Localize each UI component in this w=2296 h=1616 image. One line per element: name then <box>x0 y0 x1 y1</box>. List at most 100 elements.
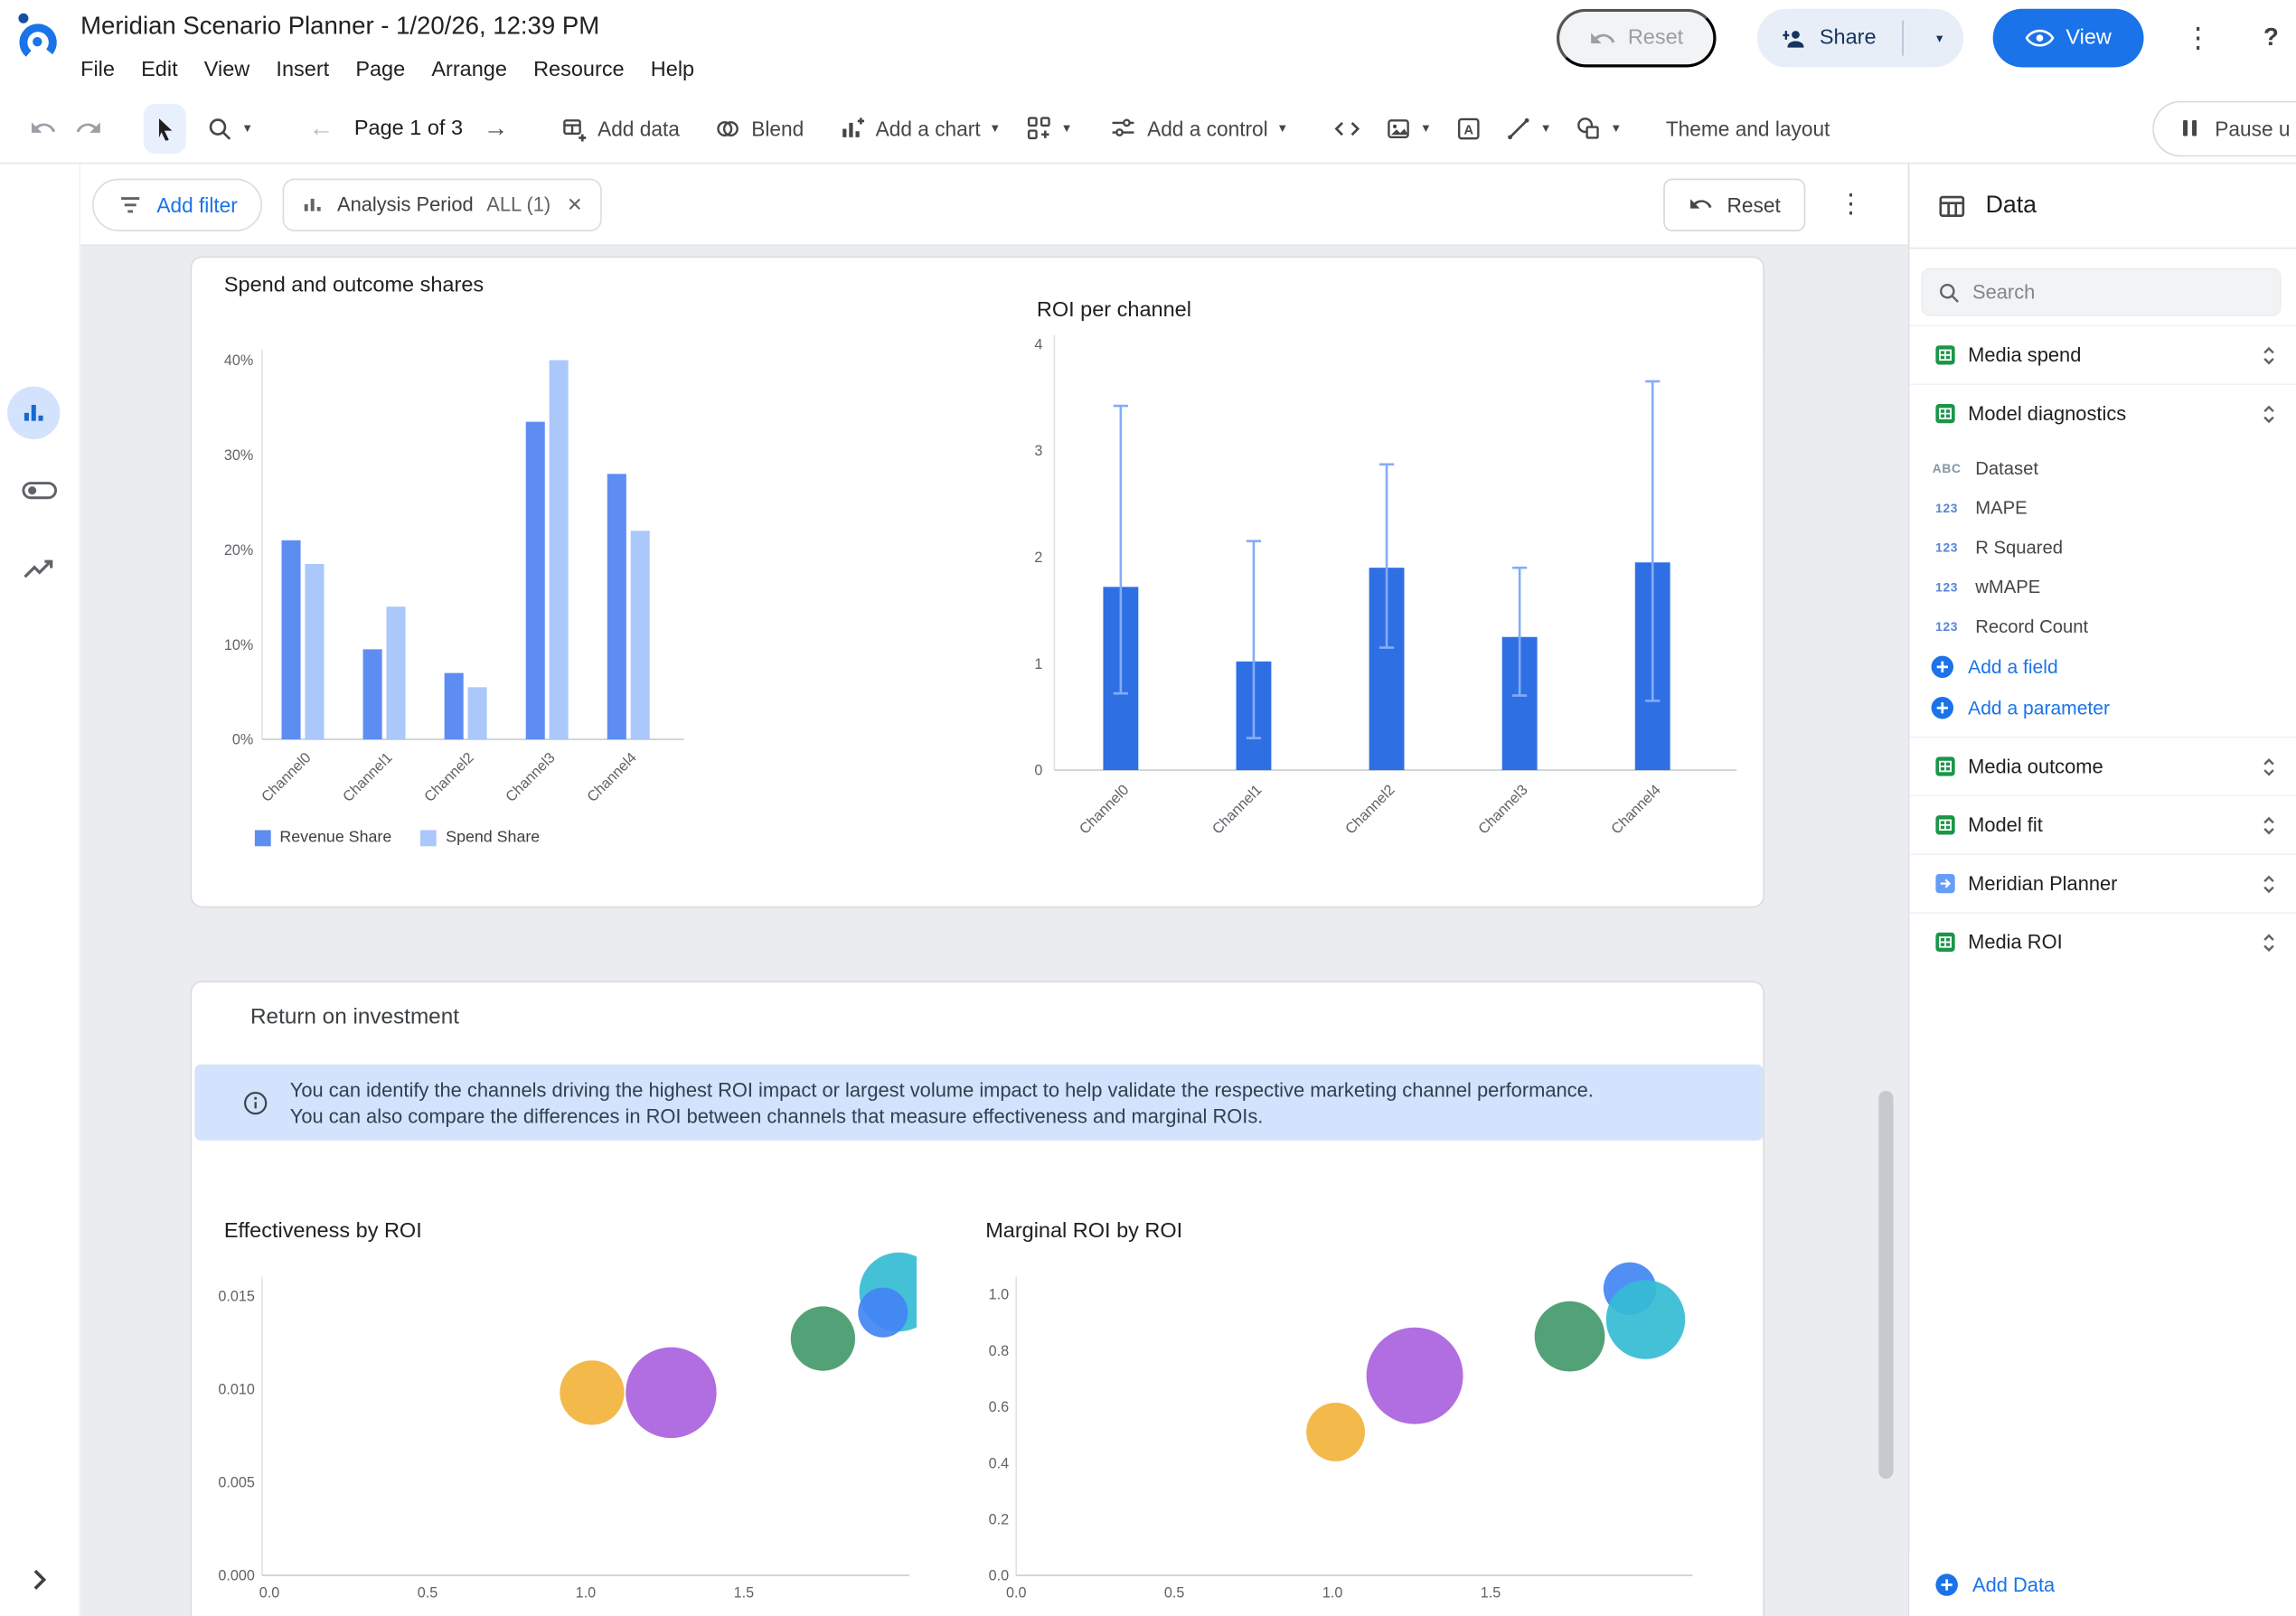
menu-view[interactable]: View <box>203 58 250 82</box>
field-name: wMAPE <box>1975 576 2041 597</box>
toolbar-redo-button[interactable] <box>66 103 111 153</box>
rail-trend-icon[interactable] <box>17 548 61 592</box>
undo-icon <box>1588 24 1616 52</box>
add-control-button[interactable]: Add a control ▼ <box>1102 103 1297 153</box>
svg-text:Channel1: Channel1 <box>1209 782 1266 838</box>
next-page-button[interactable]: → <box>483 113 509 142</box>
community-visualizations-button[interactable]: ▼ <box>1015 103 1081 153</box>
source-label: Model fit <box>1968 813 2043 836</box>
menu-file[interactable]: File <box>80 58 115 82</box>
unfold-icon[interactable] <box>2260 755 2279 778</box>
field-mape[interactable]: 123 MAPE <box>1909 487 2296 527</box>
return-on-investment-card[interactable]: Return on investment You can identify th… <box>190 981 1764 1616</box>
rail-expand-icon[interactable] <box>17 1558 61 1602</box>
menu-insert[interactable]: Insert <box>276 58 330 82</box>
svg-text:0.0: 0.0 <box>1006 1584 1027 1601</box>
pause-updates-button[interactable]: Pause u <box>2151 99 2296 156</box>
filter-bar-more-button[interactable]: ⋮ <box>1837 188 1865 219</box>
more-options-button[interactable]: ⋮ <box>2184 23 2212 54</box>
select-tool-button[interactable] <box>143 103 186 154</box>
field-r-squared[interactable]: 123 R Squared <box>1909 527 2296 567</box>
view-button[interactable]: View <box>1992 8 2144 68</box>
menu-arrange[interactable]: Arrange <box>431 58 507 82</box>
add-data-button[interactable]: Add data <box>552 103 689 153</box>
eye-icon <box>2025 23 2055 52</box>
svg-text:0.8: 0.8 <box>989 1343 1010 1359</box>
share-dropdown-caret-icon[interactable]: ▾ <box>1935 30 1943 45</box>
search-icon <box>1937 280 1961 304</box>
looker-studio-logo-icon[interactable] <box>14 9 59 65</box>
chip-close-icon[interactable]: ✕ <box>567 193 583 215</box>
source-model-diagnostics[interactable]: Model diagnostics <box>1909 383 2296 442</box>
svg-text:0.4: 0.4 <box>989 1455 1010 1471</box>
toolbar-undo-button[interactable] <box>21 103 66 153</box>
legend-label: Revenue Share <box>279 828 392 847</box>
unfold-icon[interactable] <box>2260 872 2279 896</box>
menu-help[interactable]: Help <box>650 58 695 82</box>
source-media-outcome[interactable]: Media outcome <box>1909 736 2296 795</box>
add-control-label: Add a control <box>1147 116 1268 140</box>
field-name: R Squared <box>1975 536 2064 558</box>
field-dataset[interactable]: ABC Dataset <box>1909 448 2296 488</box>
source-media-spend[interactable]: Media spend <box>1909 324 2296 384</box>
sheets-icon <box>1934 931 1956 953</box>
share-button[interactable]: Share ▾ <box>1756 8 1964 68</box>
add-parameter-button[interactable]: Add a parameter <box>1909 687 2296 728</box>
field-wmape[interactable]: 123 wMAPE <box>1909 567 2296 606</box>
menu-resource[interactable]: Resource <box>533 58 625 82</box>
source-model-fit[interactable]: Model fit <box>1909 794 2296 854</box>
roi-per-channel-plot[interactable]: 0 1 2 3 4 Channel0 Channel1 Channel2 Channel3 Cha… <box>1019 319 1765 858</box>
add-field-button[interactable]: Add a field <box>1909 645 2296 686</box>
insert-shape-button[interactable]: ▼ <box>1567 103 1631 153</box>
effectiveness-plot[interactable]: 0.000 0.005 0.010 0.015 0.0 0.5 1.0 1.5 <box>206 1250 917 1616</box>
search-input[interactable] <box>1972 281 2265 304</box>
collapse-icon[interactable] <box>2260 402 2279 426</box>
header-reset-button[interactable]: Reset <box>1556 8 1716 68</box>
chip-chart-icon <box>302 193 324 215</box>
menu-edit[interactable]: Edit <box>141 58 178 82</box>
source-meridian-planner[interactable]: Meridian Planner <box>1909 853 2296 912</box>
canvas-scrollbar[interactable] <box>1878 1090 1894 1480</box>
menu-bar: File Edit View Insert Page Arrange Resou… <box>68 52 708 88</box>
field-record-count[interactable]: 123 Record Count <box>1909 606 2296 646</box>
shares-roi-card[interactable]: Spend and outcome shares 0% 10% 20% 30% 40% C… <box>190 256 1765 908</box>
help-button[interactable]: ? <box>2263 23 2279 52</box>
rail-report-icon[interactable] <box>7 386 61 439</box>
report-title[interactable]: Meridian Scenario Planner - 1/20/26, 12:… <box>80 11 600 40</box>
legend-swatch <box>420 829 438 846</box>
marginal-roi-plot[interactable]: 0.0 0.2 0.4 0.6 0.8 1.0 0.0 0.5 1.0 1.5 <box>968 1250 1700 1616</box>
zoom-tool-button[interactable]: ▼ <box>198 103 262 153</box>
unfold-icon[interactable] <box>2260 930 2279 954</box>
filter-reset-button[interactable]: Reset <box>1663 177 1806 231</box>
add-filter-button[interactable]: Add filter <box>92 177 263 231</box>
svg-text:0.6: 0.6 <box>989 1399 1010 1415</box>
theme-layout-button[interactable]: Theme and layout <box>1657 103 1839 153</box>
info-banner[interactable]: You can identify the channels driving th… <box>194 1064 1764 1141</box>
insert-image-button[interactable]: ▼ <box>1376 103 1440 153</box>
unfold-icon[interactable] <box>2260 813 2279 837</box>
add-chart-button[interactable]: Add a chart ▼ <box>830 103 1009 153</box>
left-rail <box>0 164 81 1616</box>
svg-text:A: A <box>1463 123 1473 137</box>
add-data-bottom-button[interactable]: Add Data <box>1909 1552 2296 1616</box>
menu-page[interactable]: Page <box>355 58 406 82</box>
svg-text:Channel1: Channel1 <box>340 749 396 805</box>
source-label: Media ROI <box>1968 931 2063 954</box>
blend-button[interactable]: Blend <box>706 103 813 153</box>
report-canvas[interactable]: Spend and outcome shares 0% 10% 20% 30% 40% C… <box>80 246 1908 1616</box>
filter-icon <box>118 193 144 216</box>
unfold-icon[interactable] <box>2260 343 2279 367</box>
embed-button[interactable] <box>1323 103 1370 153</box>
prev-page-button[interactable]: ← <box>308 113 334 142</box>
insert-line-button[interactable]: ▼ <box>1496 103 1560 153</box>
data-search-box[interactable] <box>1921 268 2282 316</box>
source-media-roi[interactable]: Media ROI <box>1909 912 2296 971</box>
app-body: Add filter Analysis Period ALL (1) ✕ Res… <box>0 164 2296 1616</box>
page-indicator[interactable]: Page 1 of 3 <box>353 116 464 140</box>
insert-text-button[interactable]: A <box>1446 103 1491 153</box>
rail-controls-icon[interactable] <box>17 468 61 512</box>
spend-shares-plot[interactable]: 0% 10% 20% 30% 40% Channel0 Channel1 Channel2 Ch… <box>203 328 709 819</box>
analysis-period-chip[interactable]: Analysis Period ALL (1) ✕ <box>283 177 602 231</box>
person-add-icon <box>1780 24 1808 52</box>
svg-text:Channel4: Channel4 <box>584 749 640 805</box>
